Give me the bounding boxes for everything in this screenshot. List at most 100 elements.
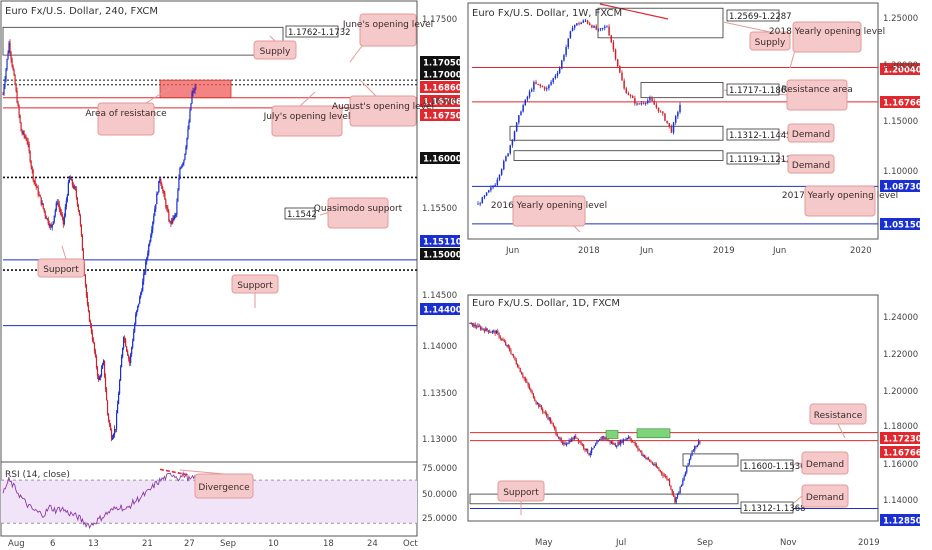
d1-candle-body <box>539 405 541 407</box>
w1-candle-body <box>627 93 630 96</box>
h4-price-badge-text: 1.15000 <box>423 251 462 261</box>
d1-candle-body <box>487 330 490 332</box>
h4-candle-body <box>40 197 42 205</box>
w1-candle-body <box>565 47 567 56</box>
d1-candle-body <box>642 455 644 457</box>
h4-candle-body <box>95 356 98 368</box>
w1-candle-body <box>662 111 664 114</box>
w1-candle-body <box>642 103 645 105</box>
h4-zones <box>2 26 284 99</box>
h4-price-badge-text: 1.17050 <box>423 59 462 69</box>
h4-price-badge-text: 1.16766 <box>423 98 462 108</box>
w1-candle-body <box>647 100 649 103</box>
d1-candle-body <box>538 403 540 407</box>
d1-candle-body <box>687 463 689 467</box>
d1-candle-body <box>606 439 609 441</box>
h4-candle-body <box>63 215 65 225</box>
h4-candle-body <box>171 218 173 224</box>
w1-candle-body <box>511 139 514 146</box>
h4-price-badge <box>420 109 460 121</box>
h4-candle-body <box>69 176 71 180</box>
h4-candle-body <box>52 221 54 225</box>
h4-candle-body <box>49 224 51 227</box>
d1-callouts: Resistance Demand Demand Support <box>497 403 867 508</box>
h4-candle-body <box>22 131 24 134</box>
d1-candle-body <box>608 440 610 442</box>
d1-candle-body <box>638 449 640 451</box>
d1-candle-body <box>483 329 486 332</box>
h4-candle-body <box>117 393 120 405</box>
h4-panel <box>0 0 418 537</box>
d1-candle-body <box>493 330 495 332</box>
h4-candle-body <box>111 437 114 440</box>
h4-candle-body <box>140 293 142 297</box>
d1-candle-body <box>649 459 651 462</box>
rsi-divergence-line <box>159 468 189 476</box>
d1-candle-body <box>620 440 622 445</box>
w1-x-tick: Jun <box>772 246 786 256</box>
d1-candle-body <box>690 455 692 460</box>
w1-candle-body <box>526 96 529 100</box>
w1-candle-body <box>492 186 494 188</box>
w1-candle-body <box>608 26 610 36</box>
d1-candle-body <box>568 440 570 444</box>
callout-2017-yearly-text: 2017 Yearly opening level <box>782 191 898 201</box>
d1-candle-body <box>498 333 500 338</box>
w1-candle-body <box>567 38 570 48</box>
h4-x-tick: Sep <box>220 539 236 549</box>
d1-candle-body <box>658 468 660 471</box>
d1-x-tick: Sep <box>697 538 713 548</box>
d1-candle-body <box>575 435 577 438</box>
w1-candle-body <box>634 98 636 104</box>
h4-candle-body <box>194 87 196 92</box>
h4-candle-body <box>109 424 112 431</box>
callout-resistance-area <box>786 79 848 111</box>
d1-candle-body <box>625 438 627 440</box>
d1-candle-body <box>560 438 562 442</box>
d1-candle-body <box>650 461 652 463</box>
h4-candle-body <box>16 90 18 103</box>
h4-candle-body <box>139 296 141 304</box>
callout-demand-w1-a <box>787 123 835 143</box>
w1-panel <box>467 2 879 240</box>
h4-y-tick: 1.13500 <box>422 389 457 399</box>
h4-candle-body <box>123 337 125 348</box>
h4-price-badge <box>420 56 460 68</box>
h4-candle-body <box>54 210 56 216</box>
d1-candle-body <box>571 438 573 442</box>
h4-candle-body <box>35 183 37 187</box>
w1-demand1-range-box <box>726 128 780 141</box>
d1-candle-body <box>565 444 568 446</box>
w1-candle-body <box>541 86 544 88</box>
h4-candle-body <box>6 59 8 70</box>
h4-x-tick: 21 <box>142 539 153 549</box>
callout-quasimodo-text: Quasimodo support <box>314 204 403 214</box>
w1-zone-rect <box>640 82 724 99</box>
h4-price-badge <box>420 152 460 164</box>
callout-2016-yearly <box>512 195 586 227</box>
callout-july-open <box>271 105 343 137</box>
d1-candle-body <box>553 425 556 429</box>
d1-candle-body <box>639 450 642 452</box>
h4-candle-body <box>44 211 46 216</box>
w1-zones <box>509 7 724 161</box>
d1-candle-body <box>676 493 679 498</box>
w1-candle-body <box>494 184 496 187</box>
callout-support-left <box>37 258 85 278</box>
d1-candle-body <box>661 471 663 474</box>
h4-candle-body <box>166 207 168 209</box>
w1-candle-body <box>655 104 658 108</box>
w1-candle-body <box>509 145 511 154</box>
d1-green-zone <box>605 430 619 439</box>
w1-candle-body <box>591 25 593 28</box>
d1-candle-body <box>559 438 561 440</box>
w1-candle-body <box>586 20 589 24</box>
d1-candle-body <box>647 457 650 460</box>
w1-price-badge <box>880 218 920 230</box>
callout-divergence <box>194 473 254 499</box>
d1-price-badge-text: 1.12850 <box>883 517 922 527</box>
w1-candle-body <box>651 97 653 101</box>
h4-price-badge-text: 1.16750 <box>423 112 462 122</box>
d1-candle-body <box>505 342 507 346</box>
